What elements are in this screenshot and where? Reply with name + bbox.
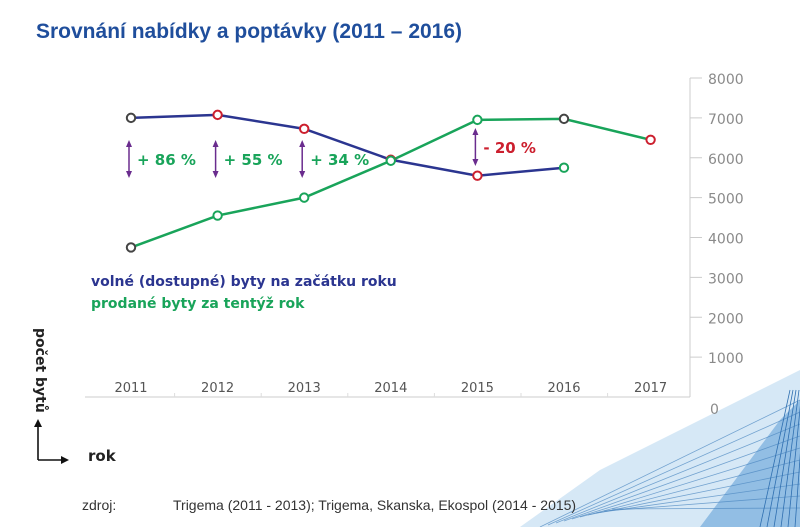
x-tick-label: 2012	[201, 381, 234, 396]
x-tick-label: 2016	[547, 381, 580, 396]
building-line	[539, 399, 800, 527]
data-point-2	[299, 192, 310, 203]
arrow-head-up	[126, 140, 132, 147]
data-point-2	[212, 210, 223, 221]
building-line	[611, 507, 800, 510]
arrow-head-up	[299, 140, 306, 147]
y-tick-label: 6000	[708, 152, 744, 168]
building-line	[547, 411, 800, 526]
axis-arrows-icon	[34, 419, 69, 464]
building-line	[587, 471, 800, 516]
building-line	[595, 483, 800, 514]
y-axis-label: počet bytů	[32, 328, 48, 413]
source-text: Trigema (2011 - 2013); Trigema, Skanska,…	[173, 497, 577, 513]
series-lines	[125, 109, 656, 253]
arrow-head-down	[299, 171, 306, 178]
data-point-1	[558, 162, 570, 173]
building-line	[780, 389, 800, 527]
data-point-1	[212, 109, 223, 121]
annotation-label: + 55 %	[224, 151, 283, 169]
building-line	[773, 389, 797, 527]
annotation-label: + 34 %	[310, 151, 369, 169]
chart-title: Srovnání nabídky a poptávky (2011 – 2016…	[36, 20, 463, 43]
series-line-1	[130, 113, 565, 177]
annotations: + 86 % + 55 % + 34 % - 20 %	[126, 128, 536, 178]
y-tick-label: 5000	[708, 192, 744, 208]
building-line	[759, 389, 791, 527]
x-tick-label: 2015	[461, 381, 494, 396]
data-point-2	[385, 155, 396, 166]
y-tick-label: 7000	[708, 112, 744, 128]
data-point-2	[125, 242, 137, 253]
data-point-1	[125, 112, 137, 124]
legend-prodane-byty: prodané byty za tentýž rok	[91, 296, 305, 312]
arrow-head-up	[212, 140, 219, 147]
axes: 2011 2012 2013 2014 2015 2016 2017 0 1000 2000 300…	[85, 72, 744, 418]
y-tick-label: 8000	[708, 72, 744, 88]
y-tick-label: 1000	[708, 351, 744, 367]
arrow-head-down	[212, 171, 219, 178]
building-line	[563, 435, 800, 522]
y-tick-label: 4000	[708, 232, 744, 248]
arrow-head-down	[126, 171, 132, 178]
x-axis-label: rok	[88, 447, 116, 465]
building-line	[766, 389, 794, 527]
glass-building-decoration	[520, 370, 800, 527]
series-line-2	[130, 117, 651, 249]
arrow-head-down	[472, 159, 479, 166]
y-tick-label: 3000	[708, 271, 744, 287]
annotation-label: + 86 %	[137, 151, 196, 169]
arrow-head-up	[472, 128, 479, 135]
legend-volne-byty: volné (dostupné) byty na začátku roku	[91, 274, 397, 290]
data-point-1	[299, 123, 310, 135]
data-point-2	[645, 134, 656, 146]
x-tick-label: 2011	[114, 381, 147, 396]
source-label: zdroj:	[82, 497, 117, 513]
x-tick-label: 2013	[288, 381, 321, 396]
building-line	[555, 423, 800, 524]
data-point-1	[472, 170, 483, 181]
x-tick-label: 2017	[634, 381, 667, 396]
data-point-2	[472, 114, 483, 126]
building-line	[579, 459, 800, 518]
building-line	[571, 447, 800, 520]
building-line	[794, 453, 800, 527]
data-point-2	[558, 113, 570, 125]
annotation-label: - 20 %	[483, 139, 536, 157]
y-tick-label: 2000	[708, 311, 744, 327]
y-tick-label: 0	[710, 402, 719, 418]
x-tick-label: 2014	[374, 381, 407, 396]
